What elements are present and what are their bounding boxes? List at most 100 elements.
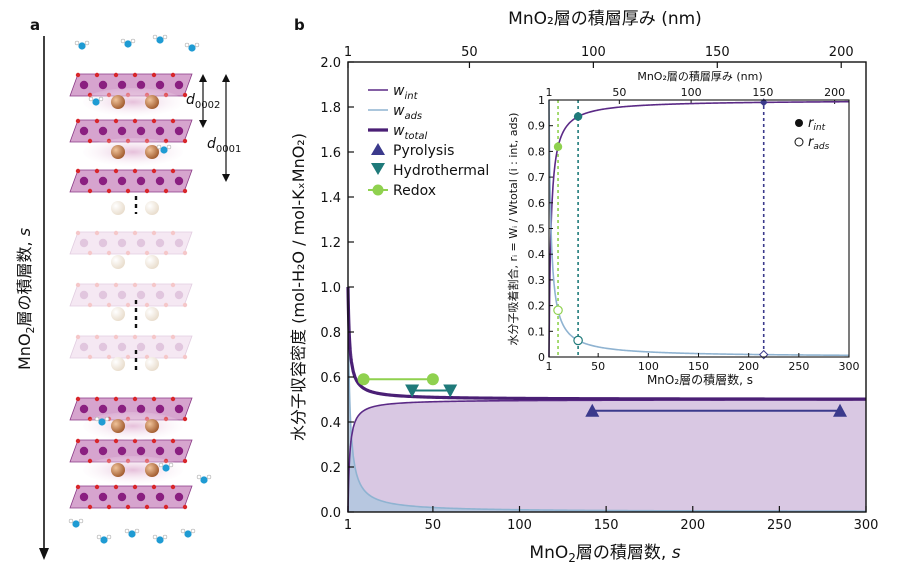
water-molecule xyxy=(152,34,168,44)
y-tick-label: 1.8 xyxy=(320,101,341,116)
water-molecule xyxy=(96,534,112,544)
inset-top-tick-label: 150 xyxy=(752,86,773,99)
inset-x-ticks: 1 50 100 150 200 250 300 xyxy=(546,353,860,373)
panel-b-label: b xyxy=(294,16,305,34)
x-tick-label: 50 xyxy=(425,518,442,533)
y-axis-label: 水分子収容密度 (mol-H₂O / mol-KₓMnO₂) xyxy=(289,133,308,441)
legend-hydrothermal-marker xyxy=(371,163,385,175)
potassium-ion xyxy=(145,419,159,433)
x-tick-label: 200 xyxy=(680,518,705,533)
d0001-arrow-top xyxy=(222,74,230,82)
inset-y-tick-label: 0.5 xyxy=(528,223,546,236)
y-tick-label: 1.0 xyxy=(320,281,341,296)
inset-x-tick-label: 100 xyxy=(638,360,659,373)
potassium-ion xyxy=(145,95,159,109)
x-tick-label: 250 xyxy=(767,518,792,533)
panel-a-label: a xyxy=(30,16,40,34)
legend-redox-label: Redox xyxy=(393,183,436,199)
water-molecule xyxy=(196,474,212,484)
legend-w-total-label: wtotal xyxy=(393,123,428,142)
d0002-arrow-bottom xyxy=(199,120,207,128)
inset-top-tick-label: 100 xyxy=(681,86,702,99)
stack-arrow-head xyxy=(39,548,49,560)
inset-marker-ads xyxy=(553,305,563,316)
top-axis-ticks: 1 50 100 150 200 xyxy=(344,45,854,68)
panel-b: b MnO₂層の積層厚み (nm) 1 50 100 150 200 1 50 100 150… xyxy=(289,9,878,565)
legend-redox-marker xyxy=(372,184,384,196)
water-molecule xyxy=(120,38,136,48)
w-total-line xyxy=(346,286,867,401)
water-molecule xyxy=(156,144,172,154)
legend-hydrothermal-label: Hydrothermal xyxy=(393,163,489,179)
y-tick-label: 0.4 xyxy=(320,416,341,431)
y-tick-label: 1.4 xyxy=(320,191,341,206)
mno2-layer xyxy=(69,334,193,360)
x-tick-label: 100 xyxy=(507,518,532,533)
d0001-arrow-bottom xyxy=(222,174,230,182)
water-molecule xyxy=(158,462,174,472)
water-molecule xyxy=(180,528,196,538)
x-tick-label: 300 xyxy=(854,518,879,533)
water-molecule xyxy=(94,416,110,426)
d0002-label: d0002 xyxy=(186,92,220,111)
top-tick-label: 1 xyxy=(344,45,352,60)
potassium-ion xyxy=(111,201,125,215)
potassium-ion xyxy=(145,201,159,215)
inset-marker-int xyxy=(553,142,563,151)
legend-w-int-label: wint xyxy=(393,83,419,102)
d0002-arrow-top xyxy=(199,74,207,82)
inset-x-tick-label: 200 xyxy=(738,360,759,373)
stack-axis-label: MnO2層の積層数, s xyxy=(15,228,37,370)
potassium-ion xyxy=(111,419,125,433)
inset-y-tick-label: 0.2 xyxy=(528,300,546,313)
inset-y-tick-label: 0.1 xyxy=(528,325,546,338)
inset-y-ticks: 0 0.1 0.2 0.3 0.4 0.5 0.6 0.7 0.8 0.9 1 xyxy=(528,94,553,364)
inset-x-axis-label: MnO₂層の積層数, s xyxy=(647,372,753,387)
inset-legend: rint rads xyxy=(794,116,830,152)
inset-r-ads-line xyxy=(548,99,849,357)
potassium-ion xyxy=(145,255,159,269)
inset-y-tick-label: 0.3 xyxy=(528,274,546,287)
inset-x-tick-label: 50 xyxy=(591,360,605,373)
legend: wint wads wtotal Pyrolysis Hydrothermal … xyxy=(368,83,489,199)
legend-pyrolysis-marker xyxy=(371,143,385,155)
inset-y-tick-label: 0.4 xyxy=(528,248,546,261)
y-tick-label: 0.2 xyxy=(320,461,341,476)
inset-top-axis-label: MnO₂層の積層厚み (nm) xyxy=(637,69,762,83)
inset-y-tick-label: 0.6 xyxy=(528,197,546,210)
x-tick-label: 1 xyxy=(344,518,352,533)
mno2-layer xyxy=(69,168,193,194)
inset-x-tick-label: 300 xyxy=(839,360,860,373)
range-redox xyxy=(357,373,439,386)
water-molecule xyxy=(124,528,140,538)
inset-top-tick-label: 200 xyxy=(824,86,845,99)
inset-y-tick-label: 0 xyxy=(538,351,545,364)
inset-x-tick-label: 250 xyxy=(788,360,809,373)
potassium-ion xyxy=(111,307,125,321)
inset-top-tick-label: 1 xyxy=(546,86,553,99)
inset-y-tick-label: 0.9 xyxy=(528,120,546,133)
potassium-ion xyxy=(111,255,125,269)
y-tick-label: 1.6 xyxy=(320,146,341,161)
inset-marker-ads xyxy=(573,335,583,346)
potassium-ion xyxy=(111,463,125,477)
y-tick-label: 0.8 xyxy=(320,326,341,341)
inset-x-tick-label: 150 xyxy=(688,360,709,373)
mno2-layer xyxy=(69,230,193,256)
d0001-label: d0001 xyxy=(207,136,241,155)
water-molecule xyxy=(68,518,84,528)
mno2-layer xyxy=(69,282,193,308)
top-axis-label: MnO₂層の積層厚み (nm) xyxy=(508,9,702,29)
legend-w-ads-label: wads xyxy=(393,103,422,122)
mno2-layer xyxy=(69,484,193,510)
y-tick-label: 2.0 xyxy=(320,56,341,71)
top-tick-label: 200 xyxy=(829,45,854,60)
x-axis-ticks: 1 50 100 150 200 250 300 xyxy=(344,506,879,533)
y-tick-label: 1.2 xyxy=(320,236,341,251)
water-molecule xyxy=(152,534,168,544)
inset-r-int-line xyxy=(548,100,849,358)
inset-y-tick-label: 0.7 xyxy=(528,171,546,184)
inset-y-tick-label: 0.8 xyxy=(528,145,546,158)
water-molecule xyxy=(88,96,104,106)
